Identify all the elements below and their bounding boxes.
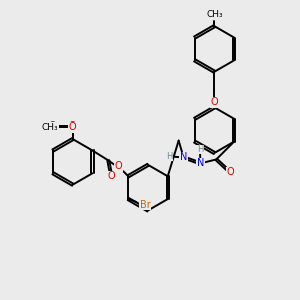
Text: O: O — [69, 121, 76, 131]
Text: O: O — [226, 167, 234, 177]
Text: N: N — [180, 152, 187, 162]
Text: Br: Br — [140, 200, 151, 210]
Text: CH₃: CH₃ — [206, 10, 223, 19]
Text: O: O — [107, 171, 115, 181]
Text: O: O — [211, 98, 218, 107]
Text: O: O — [69, 122, 76, 132]
Text: CH₃: CH₃ — [42, 123, 58, 132]
Text: O: O — [48, 121, 56, 131]
Text: O: O — [115, 161, 122, 171]
Text: H: H — [197, 145, 203, 154]
Text: H: H — [167, 152, 173, 161]
Text: N: N — [197, 158, 204, 168]
